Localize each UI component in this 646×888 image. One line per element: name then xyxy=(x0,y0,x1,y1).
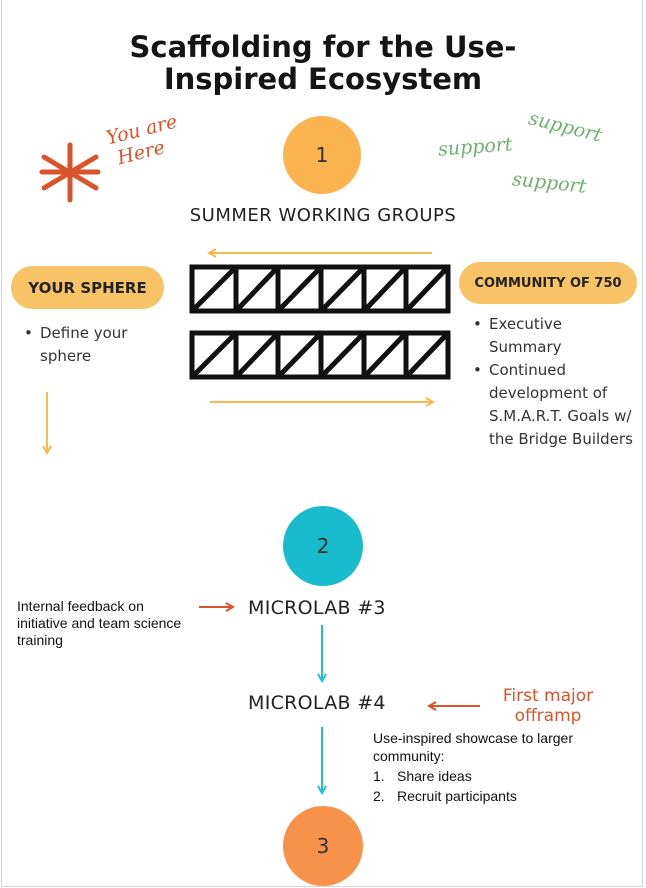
community-bullet: Executive Summary xyxy=(473,313,633,359)
step-2-number: 2 xyxy=(316,534,330,558)
your-sphere-pill: YOUR SPHERE xyxy=(11,266,164,309)
title-line-1: Scaffolding for the Use- xyxy=(129,30,517,64)
community-bullet: Continued development of S.M.A.R.T. Goal… xyxy=(473,359,633,451)
showcase-item-text: Recruit participants xyxy=(397,788,517,804)
showcase-intro: Use-inspired showcase to larger communit… xyxy=(373,730,573,764)
step-1-circle: 1 xyxy=(283,116,361,194)
offramp-line-1: First major xyxy=(502,686,594,706)
showcase-item: 1. Share ideas xyxy=(373,768,472,784)
your-sphere-label: YOUR SPHERE xyxy=(28,278,147,297)
your-sphere-bullets: Define your sphere xyxy=(24,322,174,368)
step-2-circle: 2 xyxy=(283,506,363,586)
internal-feedback-note: Internal feedback on initiative and team… xyxy=(17,598,182,648)
microlab-4-label: MICROLAB #4 xyxy=(248,692,386,714)
first-major-offramp-label: First major offramp xyxy=(486,686,610,726)
showcase-item-text: Share ideas xyxy=(397,768,472,784)
step-3-number: 3 xyxy=(316,834,330,858)
offramp-line-2: offramp xyxy=(514,706,582,726)
step-3-circle: 3 xyxy=(283,806,363,886)
showcase-list: 1. Share ideas 2. Recruit participants xyxy=(373,766,613,806)
community-bullets: Executive Summary Continued development … xyxy=(473,313,633,451)
title-line-2: Inspired Ecosystem xyxy=(163,62,483,96)
microlab-3-label: MICROLAB #3 xyxy=(248,597,386,619)
bridge-truss-top xyxy=(189,264,451,314)
summer-working-groups-label: SUMMER WORKING GROUPS xyxy=(189,205,457,226)
community-label: COMMUNITY OF 750 xyxy=(474,275,622,291)
community-pill: COMMUNITY OF 750 xyxy=(459,262,637,304)
your-sphere-bullet: Define your sphere xyxy=(24,322,174,368)
bridge-truss-bottom xyxy=(189,330,451,380)
asterisk-icon xyxy=(39,142,101,203)
showcase-item: 2. Recruit participants xyxy=(373,788,517,804)
step-1-number: 1 xyxy=(315,143,329,167)
